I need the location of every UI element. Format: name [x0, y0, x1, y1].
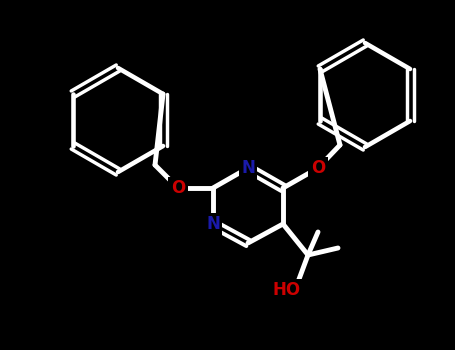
Text: O: O	[311, 159, 325, 177]
Text: N: N	[206, 215, 220, 233]
Text: HO: HO	[273, 281, 301, 299]
Text: N: N	[241, 159, 255, 177]
Text: O: O	[171, 179, 185, 197]
